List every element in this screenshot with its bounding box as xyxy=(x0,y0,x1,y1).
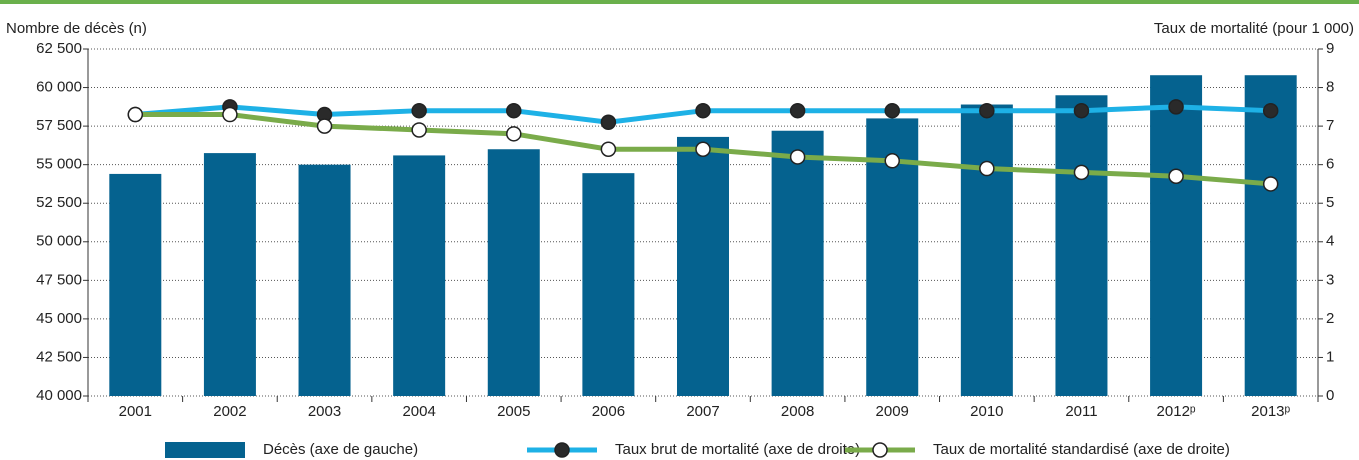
y2-tick-label: 5 xyxy=(1326,194,1334,211)
marker xyxy=(1168,99,1184,115)
bar xyxy=(298,164,351,396)
legend-label: Décès (axe de gauche) xyxy=(263,441,418,458)
bar xyxy=(203,153,256,396)
bar xyxy=(109,173,162,396)
marker xyxy=(506,102,522,119)
y-tick-label: 42 500 xyxy=(36,348,82,365)
bar xyxy=(1055,95,1108,397)
bar xyxy=(582,173,635,396)
marker xyxy=(506,126,522,142)
marker xyxy=(979,102,995,119)
marker xyxy=(884,153,900,169)
marker xyxy=(979,160,995,177)
y2-tick-label: 7 xyxy=(1326,117,1334,134)
x-tick-label: 2008 xyxy=(781,403,814,420)
marker xyxy=(695,102,711,119)
bar xyxy=(487,149,540,396)
legend-marker xyxy=(554,442,570,458)
x-tick-label: 2009 xyxy=(876,403,909,420)
x-tick-label: 2013ᵖ xyxy=(1251,403,1290,420)
bar xyxy=(960,104,1013,397)
marker xyxy=(127,106,144,123)
y-tick-label: 55 000 xyxy=(36,156,82,173)
y2-tick-label: 4 xyxy=(1326,233,1334,250)
bar xyxy=(677,136,729,396)
x-tick-label: 2002 xyxy=(213,403,246,420)
legend-marker xyxy=(872,442,888,458)
marker xyxy=(1262,102,1279,119)
y2-axis-title: Taux de mortalité (pour 1 000) xyxy=(1154,20,1354,37)
marker xyxy=(316,118,333,134)
y2-tick-label: 2 xyxy=(1326,310,1334,327)
marker xyxy=(411,122,427,138)
y-tick-label: 47 500 xyxy=(36,271,82,288)
y-tick-label: 60 000 xyxy=(36,79,82,96)
x-tick-label: 2010 xyxy=(970,403,1003,420)
marker xyxy=(1168,168,1184,184)
x-tick-label: 2012ᵖ xyxy=(1157,403,1196,420)
bar xyxy=(393,155,446,396)
y2-tick-label: 0 xyxy=(1326,387,1334,404)
marker xyxy=(411,102,427,119)
y-tick-label: 50 000 xyxy=(36,233,82,250)
y-tick-label: 40 000 xyxy=(36,387,82,404)
marker xyxy=(600,114,617,131)
y-tick-label: 52 500 xyxy=(36,194,82,211)
y2-tick-label: 8 xyxy=(1326,79,1334,96)
y2-tick-label: 3 xyxy=(1326,271,1334,288)
legend-label: Taux de mortalité standardisé (axe de dr… xyxy=(933,441,1230,458)
marker xyxy=(600,141,617,157)
x-tick-label: 2011 xyxy=(1065,403,1097,420)
marker xyxy=(222,106,238,123)
x-tick-label: 2001 xyxy=(119,403,152,420)
bar xyxy=(1244,75,1297,397)
marker xyxy=(1262,176,1279,192)
legend-label: Taux brut de mortalité (axe de droite) xyxy=(615,441,860,458)
y2-tick-label: 1 xyxy=(1326,348,1334,365)
legend-swatch xyxy=(165,442,245,458)
marker xyxy=(1073,164,1090,181)
y2-tick-label: 9 xyxy=(1326,40,1334,57)
marker xyxy=(695,141,711,157)
y2-tick-label: 6 xyxy=(1326,156,1334,173)
x-tick-label: 2003 xyxy=(308,403,341,420)
top-rule xyxy=(0,0,1359,4)
marker xyxy=(789,149,806,165)
y-tick-label: 57 500 xyxy=(36,117,82,134)
marker xyxy=(884,102,900,119)
y-axis-title: Nombre de décès (n) xyxy=(6,20,147,37)
x-tick-label: 2006 xyxy=(592,403,625,420)
y-tick-label: 62 500 xyxy=(36,40,82,57)
x-tick-label: 2005 xyxy=(497,403,530,420)
x-tick-label: 2004 xyxy=(402,403,435,420)
bar xyxy=(1150,75,1203,397)
x-tick-label: 2007 xyxy=(686,403,719,420)
marker xyxy=(789,102,806,119)
marker xyxy=(1073,102,1090,119)
bar xyxy=(771,130,824,396)
y-tick-label: 45 000 xyxy=(36,310,82,327)
